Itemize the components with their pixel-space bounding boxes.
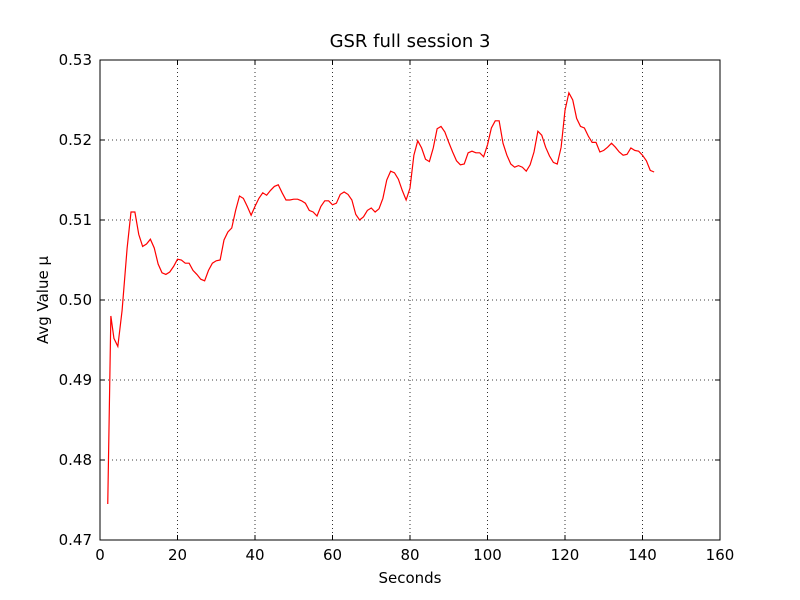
data-line	[107, 91, 655, 505]
y-tick-label: 0.49	[59, 371, 92, 389]
y-tick-label: 0.48	[59, 451, 92, 469]
x-tick-label: 40	[245, 546, 264, 564]
y-tick-label: 0.53	[59, 51, 92, 69]
x-tick-label: 100	[473, 546, 502, 564]
x-tick-label: 80	[400, 546, 419, 564]
x-tick-label: 60	[323, 546, 342, 564]
y-tick-label: 0.50	[59, 291, 92, 309]
x-tick-label: 0	[95, 546, 105, 564]
y-tick-label: 0.51	[59, 211, 92, 229]
y-tick-label: 0.47	[59, 531, 92, 549]
x-tick-label: 140	[628, 546, 657, 564]
x-tick-label: 20	[168, 546, 187, 564]
x-tick-label: 160	[706, 546, 735, 564]
x-tick-label: 120	[551, 546, 580, 564]
x-axis-label: Seconds	[378, 569, 441, 587]
plot-frame	[99, 59, 721, 541]
y-tick-label: 0.52	[59, 131, 92, 149]
chart-title: GSR full session 3	[330, 31, 491, 52]
y-axis-label: Avg Value µ	[34, 256, 52, 345]
